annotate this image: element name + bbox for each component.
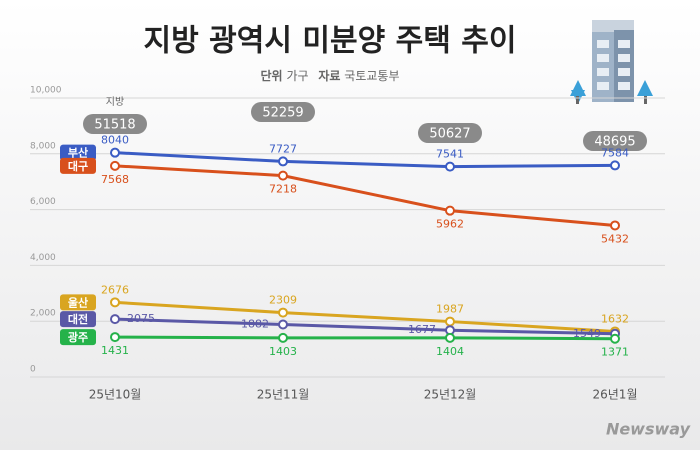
point [110,160,120,171]
y-tick-label: 6,000 [30,197,56,207]
legend-tag [60,311,96,328]
line [114,300,616,333]
data-label: 2075 [127,312,155,325]
point [278,307,288,318]
data-label: 2676 [101,283,129,296]
total-pill [583,131,647,151]
data-label: 1632 [601,312,629,325]
point [278,156,288,167]
total-pill [418,123,482,143]
point [445,205,455,216]
point [610,160,620,171]
point [278,170,288,181]
data-label: 7218 [269,183,297,196]
subtitle: 단위 가구 자료 국토교통부 [261,68,400,83]
data-label: 1431 [101,344,129,357]
x-tick-label: 25년12월 [424,388,477,402]
legend-label: 대구 [68,159,88,173]
data-label: 5962 [436,218,464,231]
line [114,164,616,227]
data-label: 7568 [101,173,129,186]
unit-key: 단위 [261,68,283,83]
total-label: 지방 [106,96,124,108]
y-tick-label: 0 [30,365,36,375]
line [114,151,616,169]
unit: 가구 [286,69,308,83]
building-icon [570,20,653,104]
chart-title: 지방 광역시 미분양 주택 추이 [144,24,517,59]
total-value: 48695 [594,135,635,150]
data-label: 1987 [436,303,464,316]
legend-label: 대전 [68,312,88,326]
x-tick-label: 25년11월 [257,388,310,402]
data-label: 1882 [241,317,269,330]
data-label: 7584 [601,146,629,159]
point [110,314,120,325]
legend-tag [60,294,96,311]
legend-label: 울산 [68,295,88,309]
point [278,332,288,343]
point [110,297,120,308]
legend-tag [60,329,96,346]
total-value: 50627 [429,127,470,142]
point [610,333,620,344]
data-label: 2309 [269,294,297,307]
data-label: 7727 [269,142,297,155]
point [610,220,620,231]
source-key: 자료 [318,68,340,83]
data-label: 1371 [601,346,629,359]
brand: Newsway [606,420,691,439]
legend-tag [60,157,96,174]
data-label: 5432 [601,232,629,245]
y-tick-label: 4,000 [30,253,56,263]
point [110,332,120,343]
point [445,316,455,327]
x-tick-label: 25년10월 [89,388,142,402]
y-tick-label: 8,000 [30,141,56,151]
line [114,317,616,336]
legend-tag [60,144,96,161]
legend-label: 광주 [68,331,88,344]
data-label: 1677 [408,323,436,336]
data-label: 8040 [101,134,129,147]
legend-label: 부산 [68,146,88,160]
source: 국토교통부 [344,69,399,83]
data-label: 7541 [436,148,464,161]
y-tick-label: 2,000 [30,309,56,319]
total-pill [83,114,147,134]
point [278,319,288,330]
data-label: 1404 [436,345,464,358]
data-label: 1549 [573,327,601,340]
x-tick-label: 26년1월 [593,388,638,402]
point [445,332,455,343]
line [114,335,616,341]
y-tick-label: 10,000 [30,86,62,96]
total-pill [251,102,315,122]
total-value: 52259 [262,106,303,121]
data-label: 1403 [269,345,297,358]
point [110,147,120,158]
total-value: 51518 [94,118,135,133]
point [445,161,455,172]
